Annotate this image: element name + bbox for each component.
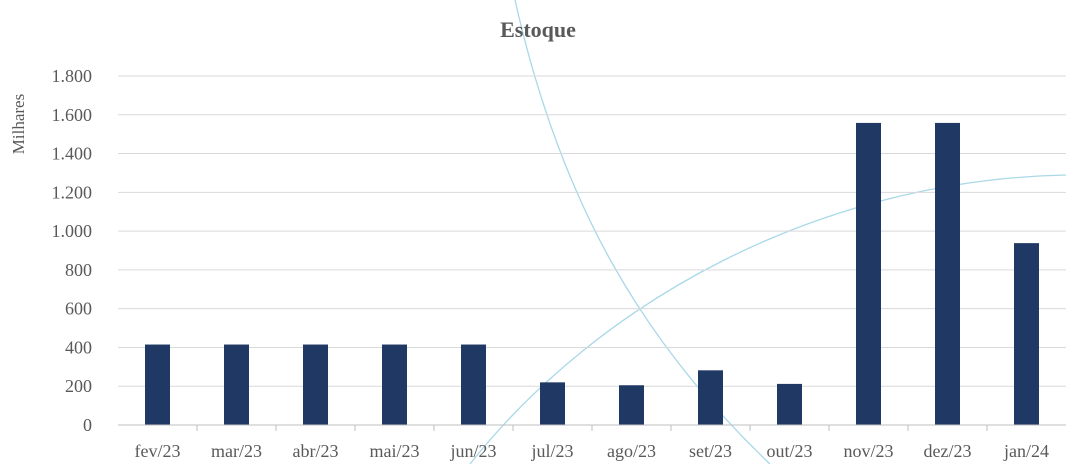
x-tick-label: abr/23 [293,441,339,461]
bar [1014,243,1039,425]
bar [856,122,881,425]
bar [777,383,802,425]
x-tick-label: mar/23 [211,441,262,461]
y-tick-label: 1.800 [52,66,93,86]
bars [145,122,1039,425]
chart-title: Estoque [500,17,576,42]
bar [461,344,486,425]
x-tick-label: nov/23 [843,441,893,461]
x-tick-label: fev/23 [135,441,181,461]
bar [698,370,723,425]
y-tick-label: 600 [65,299,92,319]
bar [303,344,328,425]
bar [224,344,249,425]
x-tick-label: jul/23 [530,441,573,461]
y-tick-label: 1.600 [52,105,93,125]
x-tick-labels: fev/23 mar/23 abr/23 mai/23 jun/23 jul/23 ago/… [135,425,1049,461]
bar [619,385,644,425]
gridlines [118,75,1066,387]
y-tick-label: 800 [65,260,92,280]
x-tick-label: dez/23 [924,441,972,461]
y-tick-labels: 0 200 400 600 800 1.000 1.200 1.400 1.600 1.800 [52,66,93,435]
y-axis-label: Milhares [9,94,28,154]
x-tick-label: out/23 [766,441,812,461]
bar [935,122,960,425]
y-tick-label: 0 [83,415,92,435]
y-tick-label: 400 [65,337,92,357]
bar [145,344,170,425]
y-tick-label: 1.000 [52,221,93,241]
x-tick-label: jan/24 [1003,441,1049,461]
y-tick-label: 1.200 [52,182,93,202]
x-tick-label: jun/23 [449,441,496,461]
x-tick-label: mai/23 [370,441,420,461]
y-tick-label: 1.400 [52,144,93,164]
x-tick-label: ago/23 [607,441,656,461]
x-tick-label: set/23 [689,441,732,461]
decor-curve-2 [469,174,1066,464]
y-tick-label: 200 [65,376,92,396]
bar [382,344,407,425]
bar [540,382,565,425]
